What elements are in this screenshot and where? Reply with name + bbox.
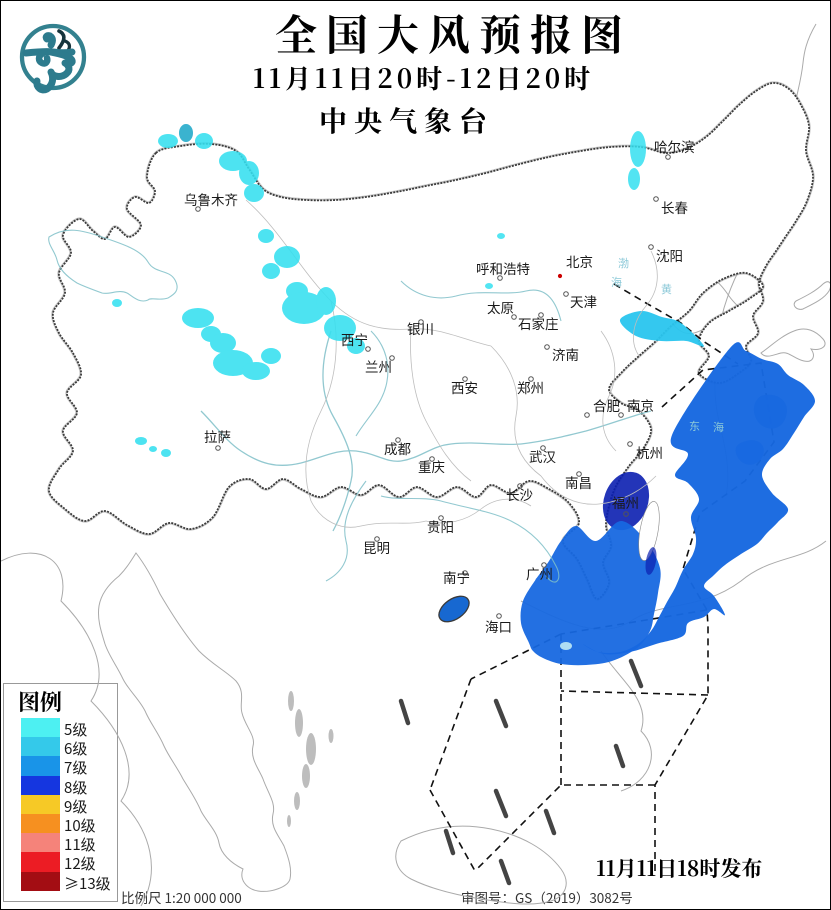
svg-text:拉萨: 拉萨 <box>204 426 231 446</box>
svg-text:昆明: 昆明 <box>363 537 390 557</box>
svg-text:重庆: 重庆 <box>418 456 445 476</box>
svg-text:太原: 太原 <box>487 297 514 317</box>
svg-text:呼和浩特: 呼和浩特 <box>476 258 530 278</box>
svg-text:长沙: 长沙 <box>506 484 533 504</box>
svg-text:北京: 北京 <box>566 251 593 271</box>
svg-text:银川: 银川 <box>407 318 434 338</box>
svg-text:沈阳: 沈阳 <box>656 245 683 265</box>
svg-text:海: 海 <box>713 419 724 435</box>
svg-text:石家庄: 石家庄 <box>518 313 559 333</box>
svg-text:海口: 海口 <box>485 616 512 636</box>
svg-text:成都: 成都 <box>384 438 411 458</box>
svg-text:兰州: 兰州 <box>365 356 392 376</box>
svg-text:合肥: 合肥 <box>593 395 620 415</box>
svg-text:南京: 南京 <box>627 395 654 415</box>
svg-text:杭州: 杭州 <box>636 442 663 462</box>
svg-text:天津: 天津 <box>570 291 597 311</box>
svg-text:长春: 长春 <box>661 197 689 217</box>
svg-text:贵阳: 贵阳 <box>427 516 454 536</box>
svg-text:乌鲁木齐: 乌鲁木齐 <box>184 189 238 209</box>
svg-text:西宁: 西宁 <box>341 329 368 349</box>
svg-text:东: 东 <box>689 418 700 434</box>
svg-text:济南: 济南 <box>552 344 579 364</box>
svg-text:武汉: 武汉 <box>529 446 557 466</box>
svg-text:南昌: 南昌 <box>565 472 592 492</box>
svg-text:福州: 福州 <box>612 492 639 512</box>
svg-text:海: 海 <box>611 274 622 290</box>
svg-text:郑州: 郑州 <box>517 377 544 397</box>
svg-text:西安: 西安 <box>451 377 478 397</box>
svg-text:哈尔滨: 哈尔滨 <box>654 136 695 156</box>
svg-text:广州: 广州 <box>526 563 553 583</box>
svg-text:渤: 渤 <box>618 255 629 271</box>
svg-text:南宁: 南宁 <box>443 567 470 587</box>
svg-text:黄: 黄 <box>661 281 672 297</box>
